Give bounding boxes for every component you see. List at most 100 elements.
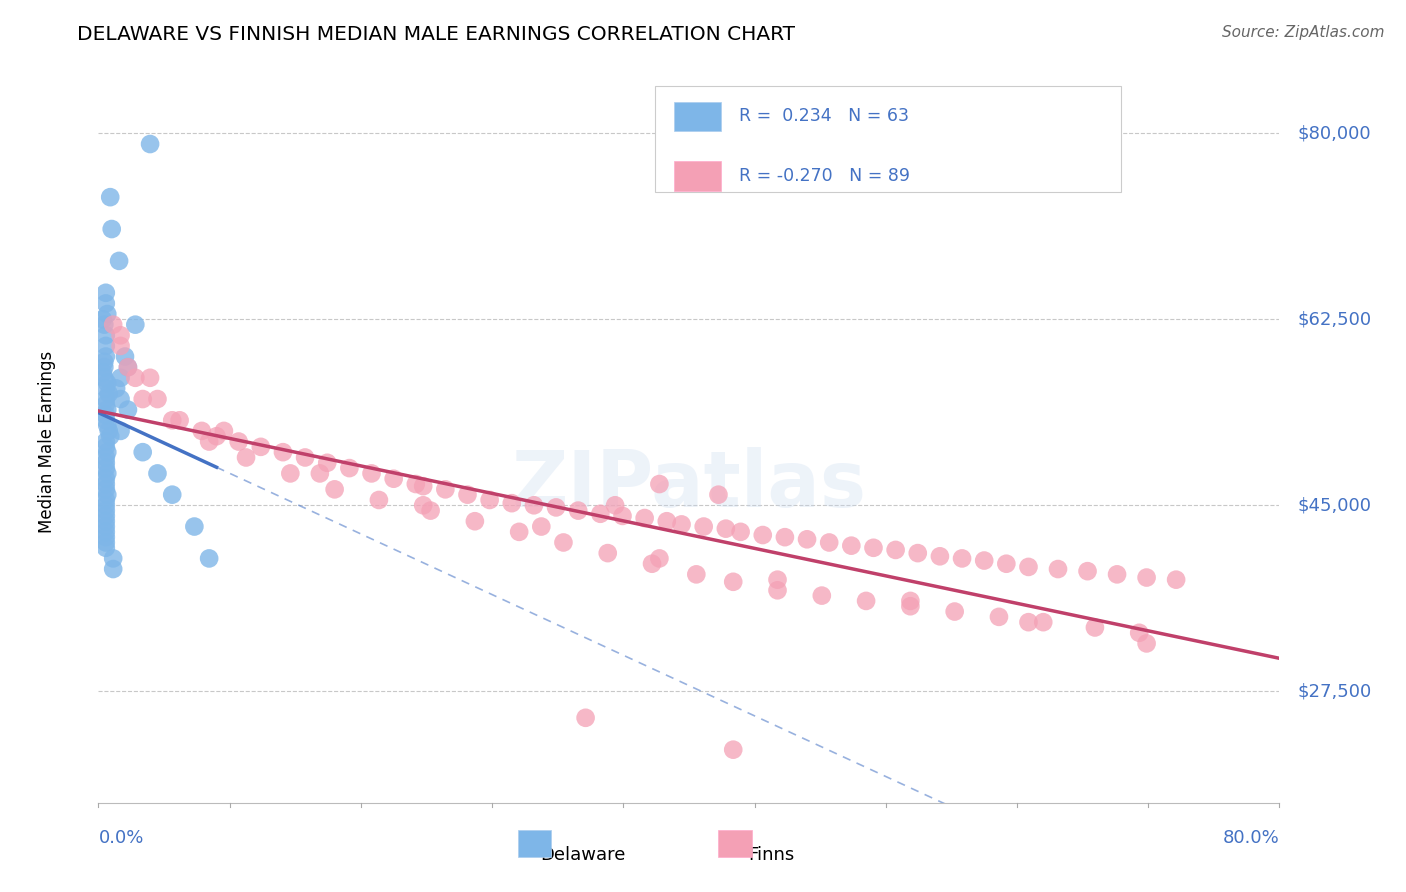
Point [339,461,361,475]
Point [605,498,627,512]
Point [124,318,146,332]
Point [100,222,122,236]
Point [94,498,117,512]
Point [929,549,952,564]
Point [1077,564,1099,578]
Point [508,524,530,539]
Point [235,450,257,465]
Point [162,488,183,502]
Point [110,424,132,438]
Point [501,496,523,510]
Bar [718,830,752,857]
Point [94,461,117,475]
Text: DELAWARE VS FINNISH MEDIAN MALE EARNINGS CORRELATION CHART: DELAWARE VS FINNISH MEDIAN MALE EARNINGS… [77,25,796,44]
Point [612,508,634,523]
Point [1136,636,1159,650]
Point [94,392,117,406]
Text: Median Male Earnings: Median Male Earnings [38,351,56,533]
Point [139,136,162,151]
Point [146,392,169,406]
Point [94,514,117,528]
Point [96,402,118,417]
Point [730,524,752,539]
Point [162,413,183,427]
Point [464,514,486,528]
Point [641,557,664,571]
Point [98,429,121,443]
Point [907,546,929,560]
Text: $27,500: $27,500 [1298,682,1371,700]
Point [693,519,716,533]
Point [103,551,125,566]
Point [973,553,995,567]
Point [94,328,117,343]
Point [316,456,339,470]
Point [589,507,612,521]
Point [94,339,117,353]
Point [94,530,117,544]
Point [117,402,139,417]
Point [655,514,678,528]
Point [1166,573,1188,587]
Point [94,483,117,497]
Point [94,381,117,395]
Point [1107,567,1129,582]
Point [841,539,863,553]
Point [1047,562,1070,576]
Point [94,434,117,449]
Point [93,355,115,369]
Point [198,434,221,449]
Point [97,386,120,401]
Bar [675,102,721,131]
Point [124,371,146,385]
Point [1128,625,1150,640]
Point [530,519,553,533]
Point [94,450,117,465]
Point [132,392,155,406]
Point [368,493,391,508]
Text: Finns: Finns [748,847,794,864]
Point [648,477,671,491]
Point [103,562,125,576]
Point [723,574,745,589]
Point [1018,615,1040,630]
Point [97,424,120,438]
Point [96,467,118,481]
Point [98,190,121,204]
Point [419,503,441,517]
Point [818,535,841,549]
Point [91,312,114,326]
Point [553,535,575,549]
Point [995,557,1018,571]
Point [412,498,434,512]
Point [205,429,228,443]
Point [94,508,117,523]
Point [714,522,737,536]
Point [139,371,162,385]
Point [108,253,131,268]
Point [94,493,117,508]
Text: ZIPatlas: ZIPatlas [512,447,866,523]
Bar [675,161,721,191]
Text: $80,000: $80,000 [1298,124,1371,143]
Point [855,594,877,608]
Point [198,551,221,566]
Point [323,483,346,497]
Point [94,296,117,310]
Point [94,519,117,533]
Point [523,498,546,512]
Point [94,456,117,470]
Point [93,318,115,332]
Point [1136,570,1159,584]
Text: 0.0%: 0.0% [98,830,143,847]
Point [900,599,922,614]
Text: $62,500: $62,500 [1298,310,1371,328]
Point [212,424,235,438]
Point [546,500,568,515]
Point [94,440,117,454]
Point [360,467,382,481]
Point [191,424,214,438]
Point [93,371,115,385]
Point [105,381,128,395]
Point [766,583,789,598]
